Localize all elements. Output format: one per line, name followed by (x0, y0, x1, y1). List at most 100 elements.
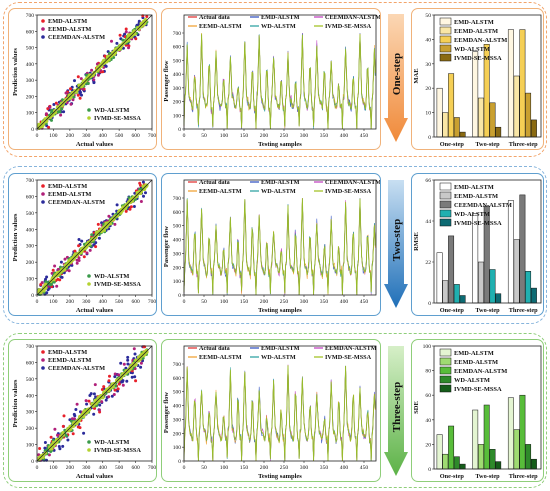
legend-label: EEMD-ALSTM (454, 359, 498, 366)
y-tick-label: 200 (173, 100, 182, 106)
bar (489, 449, 496, 470)
scatter-point (44, 112, 48, 116)
scatter-point (92, 78, 96, 82)
scatter-point (102, 228, 107, 232)
legend-label: WD-ALSTM (261, 354, 296, 361)
scatter-point (137, 19, 141, 23)
y-tick-label: 400 (26, 227, 35, 233)
scatter-point (61, 101, 65, 106)
scatter-point (60, 107, 64, 111)
y-tick-label: 0 (428, 467, 431, 473)
scatter-point (52, 103, 56, 106)
legend-swatch (87, 108, 91, 112)
x-tick-label: 50 (201, 465, 207, 471)
row-band-three-step (3, 333, 547, 488)
step-label-two-step: Two-step (383, 180, 409, 308)
bar (519, 394, 526, 470)
line-panel-two-step: 0 50 100 150 200 250 300 350 400 450 0 100 200 300 400… (161, 173, 381, 316)
x-tick-label: 150 (240, 299, 249, 305)
scatter-point (61, 444, 65, 448)
x-category-label: Two-step (475, 141, 500, 148)
x-tick-label: 100 (49, 465, 58, 471)
legend-label: IVMD-SE-MSSA (325, 188, 372, 195)
scatter-point (139, 200, 143, 203)
scatter-point (94, 245, 98, 249)
legend-label: WD-ALSTM (454, 377, 490, 384)
step-arrow-shape (384, 14, 408, 142)
scatter-point (113, 222, 117, 226)
scatter-point (112, 393, 116, 396)
x-tick-label: 50 (201, 299, 207, 305)
scatter-point (73, 249, 77, 253)
scatter-point (139, 361, 143, 365)
bar-frame (433, 179, 542, 304)
scatter-point (49, 450, 53, 453)
scatter-point (47, 453, 51, 457)
legend-label: EEMD-ALSTM (199, 354, 242, 361)
bar (442, 280, 449, 304)
scatter-point (92, 412, 96, 416)
y-tick-label: 600 (26, 360, 35, 366)
scatter-point (51, 438, 55, 442)
y-tick-label: 0 (31, 127, 34, 133)
scatter-point (87, 399, 91, 403)
scatter-point (73, 79, 76, 83)
scatter-point (62, 414, 66, 418)
y-tick-label: 400 (173, 238, 182, 244)
legend-swatch (87, 282, 91, 286)
bar (530, 119, 537, 138)
x-tick-label: 450 (360, 299, 369, 305)
series-line (183, 33, 376, 130)
scatter-panel-one-step: 0 100 200 300 400 500 600 700 0 100 200 300 400 500 60… (8, 8, 157, 150)
scatter-point (107, 379, 111, 383)
scatter-point (108, 374, 111, 378)
y-tick-label: 300 (26, 410, 35, 416)
x-tick-label: 350 (320, 465, 329, 471)
y-axis-label: SDE (413, 401, 420, 414)
scatter-point (97, 236, 101, 240)
series-line (183, 198, 376, 296)
x-tick-label: 300 (300, 465, 309, 471)
x-tick-label: 200 (260, 465, 269, 471)
scatter-point (115, 41, 119, 45)
scatter-point (81, 82, 86, 86)
y-tick-label: 500 (26, 46, 35, 52)
scatter-point (66, 96, 71, 101)
x-tick-label: 400 (340, 465, 349, 471)
scatter-point (58, 447, 62, 451)
scatter-point (54, 101, 58, 105)
bar (495, 126, 502, 138)
bar (495, 461, 502, 470)
bar (507, 397, 514, 470)
scatter-point (56, 105, 60, 110)
scatter-point (98, 408, 101, 412)
legend-label: CEEMDAN-ALSTM (48, 365, 105, 372)
legend-label: EMD-ALSTM (261, 179, 300, 186)
x-tick-label: 300 (82, 133, 91, 139)
y-axis-label: Passenger flow (163, 60, 170, 102)
x-tick-label: 350 (320, 299, 329, 305)
legend-label: IVMD-SE-MSSA (325, 354, 372, 361)
bar (459, 295, 466, 304)
y-tick-label: 200 (26, 426, 35, 432)
x-tick-label: 400 (99, 299, 108, 305)
y-tick-label: 0 (178, 459, 181, 465)
legend-swatch (439, 191, 452, 200)
scatter-point (45, 275, 49, 279)
legend-label: WD-ALSTM (261, 188, 296, 195)
scatter-panel-three-step: 0 100 200 300 400 500 600 700 0 100 200 300 400 500 60… (8, 339, 157, 482)
x-tick-label: 300 (82, 465, 91, 471)
scatter-point (63, 257, 67, 261)
scatter-point (128, 207, 132, 211)
scatter-point (56, 267, 60, 271)
x-tick-label: 600 (131, 299, 140, 305)
legend-swatch (439, 218, 452, 227)
scatter-point (134, 362, 138, 367)
bar (525, 444, 532, 470)
scatter-point (100, 388, 104, 391)
scatter-point (61, 431, 65, 435)
bar (507, 200, 514, 304)
scatter-point (82, 255, 86, 259)
line-panel-one-step: 0 50 100 150 200 250 300 350 400 450 0 100 200 300 400… (161, 8, 381, 150)
bar (489, 102, 496, 138)
